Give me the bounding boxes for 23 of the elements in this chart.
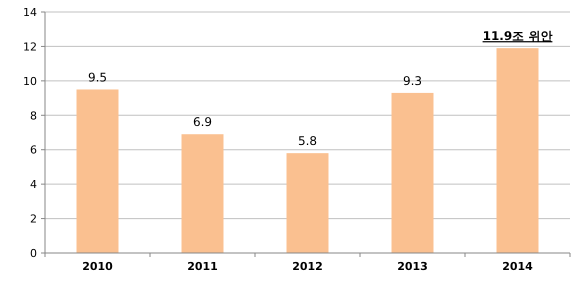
x-tick-label: 2012 (292, 260, 323, 273)
data-label: 9.3 (402, 74, 422, 88)
bar (182, 134, 224, 253)
x-tick-label: 2014 (502, 260, 534, 273)
bar (76, 89, 118, 253)
data-label: 5.8 (298, 134, 318, 148)
bar (286, 153, 328, 253)
x-tick-label: 2010 (82, 260, 114, 273)
y-tick-label: 2 (30, 212, 37, 226)
data-label: 6.9 (192, 115, 212, 130)
y-tick-label: 8 (30, 109, 37, 122)
bar (496, 48, 538, 253)
y-tick-label: 0 (30, 247, 37, 260)
bar (392, 92, 434, 253)
x-tick-label: 2013 (397, 260, 428, 273)
y-tick-label: 4 (30, 178, 37, 192)
y-tick-label: 12 (23, 40, 37, 54)
data-label: 11.9조 위안 (482, 29, 552, 44)
y-tick-label: 14 (23, 6, 37, 19)
y-tick-label: 6 (30, 144, 37, 157)
data-label: 9.5 (88, 70, 108, 84)
x-tick-label: 2011 (187, 260, 218, 273)
y-tick-label: 10 (23, 74, 37, 88)
